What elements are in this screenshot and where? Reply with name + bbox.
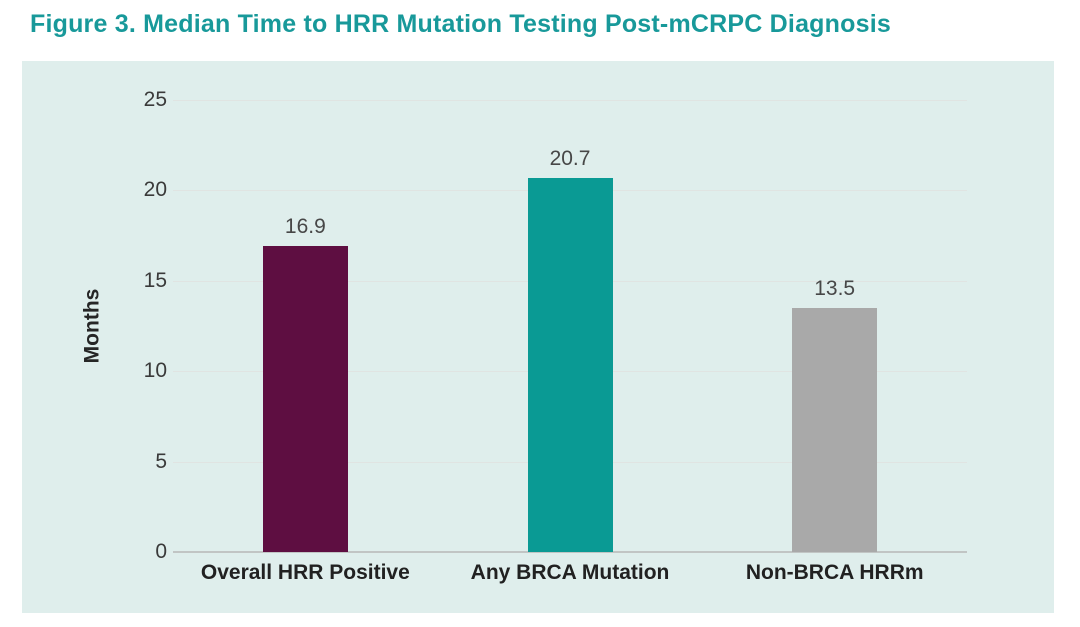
y-axis-tick-label: 5 <box>155 449 167 473</box>
x-axis-category-label: Overall HRR Positive <box>200 561 410 584</box>
x-axis-category-label: Any BRCA Mutation <box>470 561 670 584</box>
x-axis-category-label: Non-BRCA HRRm <box>745 561 924 584</box>
x-axis-baseline <box>173 551 967 553</box>
y-axis-tick-label: 20 <box>143 178 167 202</box>
bar-group-non-brca-hrrm: 13.5 <box>702 100 967 552</box>
bar-value-label: 13.5 <box>814 276 856 300</box>
y-axis-tick-label: 10 <box>143 359 167 383</box>
bar-group-overall-hrr-positive: 16.9 <box>173 100 438 552</box>
figure-title: Figure 3. Median Time to HRR Mutation Te… <box>30 10 891 38</box>
chart-panel: Months 25 20 15 10 5 0 16.9 20.7 13.5 Ov… <box>22 61 1054 613</box>
y-axis-tick-label: 25 <box>143 88 167 111</box>
gridline <box>173 100 967 101</box>
y-axis-title: Months <box>62 100 122 552</box>
y-axis-tick-label: 0 <box>155 540 167 563</box>
x-axis-category-row: Overall HRR Positive Any BRCA Mutation N… <box>173 561 967 585</box>
y-axis-title-text: Months <box>80 288 103 364</box>
bar-any-brca-mutation <box>527 177 613 552</box>
bar-value-label: 20.7 <box>549 146 591 170</box>
plot-area: 16.9 20.7 13.5 <box>173 100 967 552</box>
bar-overall-hrr-positive <box>262 246 348 552</box>
bar-non-brca-hrrm <box>792 307 878 552</box>
bar-group-any-brca-mutation: 20.7 <box>438 100 703 552</box>
bar-value-label: 16.9 <box>284 215 326 239</box>
y-axis-tick-label: 15 <box>143 268 167 292</box>
